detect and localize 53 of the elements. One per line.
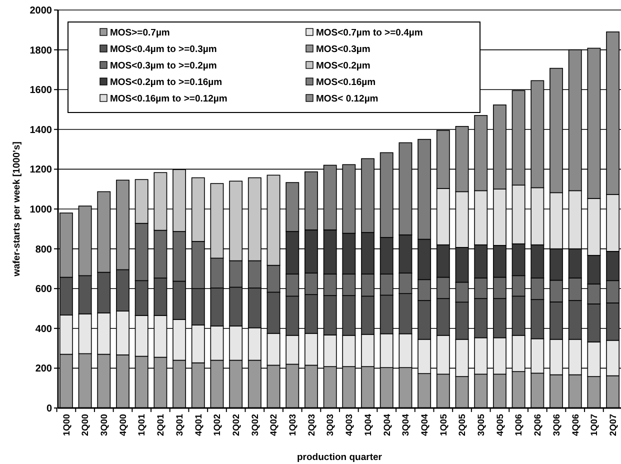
legend-label: MOS<0.2µm to >=0.16µm [110,76,222,88]
x-tick-label: 1Q04 [362,414,373,436]
legend-label: MOS<0.3µm [316,44,370,55]
legend-label: MOS<0.16µm to >=0.12µm [110,93,228,104]
x-tick-label: 3Q06 [551,414,562,436]
x-tick-label: 1Q07 [589,414,600,436]
x-tick-label: 1Q02 [212,414,222,436]
x-tick-label: 4Q06 [570,414,580,436]
x-tick-label: 4Q03 [344,414,354,436]
x-tick-label: 4Q02 [268,414,279,436]
x-tick-label: 2Q06 [532,414,543,436]
x-tick-label: 3Q03 [325,414,336,436]
x-tick-label: 2Q05 [457,414,468,436]
legend-label: MOS<0.2µm [316,60,370,72]
y-tick-label: 200 [35,364,52,375]
y-tick-label: 800 [35,244,52,256]
x-tick-label: 4Q05 [494,414,505,436]
y-tick-label: 1400 [30,124,52,136]
x-tick-label: 3Q04 [400,414,411,436]
x-tick-label: 4Q00 [118,414,128,436]
x-tick-label: 1Q06 [514,414,524,436]
y-tick-label: 600 [35,284,52,296]
y-tick-label: 1200 [30,164,52,176]
legend-label: MOS< 0.12µm [316,93,378,104]
x-tick-label: 2Q07 [608,414,618,436]
legend-label: MOS>=0.7µm [110,27,170,38]
x-tick-label: 3Q00 [99,414,110,436]
x-tick-label: 2Q00 [80,414,90,436]
y-tick-label: 2000 [30,6,52,16]
x-axis-title: production quarter [297,452,382,463]
y-axis-title: wafer-starts per week [1000's] [11,142,22,278]
x-tick-label: 4Q04 [419,414,430,436]
y-tick-label: 1000 [30,204,52,216]
y-tick-label: 0 [46,404,52,414]
legend-label: MOS<0.7µm to >=0.4µm [316,27,423,38]
x-tick-label: 1Q01 [136,414,147,436]
x-tick-label: 3Q05 [476,414,486,436]
legend-label: MOS<0.4µm to >=0.3µm [110,44,217,55]
x-tick-label: 2Q04 [382,414,392,436]
x-tick-label: 1Q00 [61,414,72,436]
y-tick-label: 400 [35,324,52,335]
legend-label: MOS<0.16µm [316,76,376,88]
x-tick-label: 2Q03 [306,414,316,436]
legend-label: MOS<0.3µm to >=0.2µm [110,60,217,72]
x-tick-label: 2Q01 [156,414,166,436]
x-tick-label: 2Q02 [230,414,241,436]
x-tick-label: 1Q03 [288,414,298,436]
x-tick-label: 3Q02 [250,414,260,436]
x-tick-label: 4Q01 [193,414,204,436]
y-tick-label: 1800 [30,45,52,56]
x-tick-label: 1Q05 [438,414,448,436]
x-tick-label: 3Q01 [174,414,184,436]
y-tick-label: 1600 [30,85,52,96]
